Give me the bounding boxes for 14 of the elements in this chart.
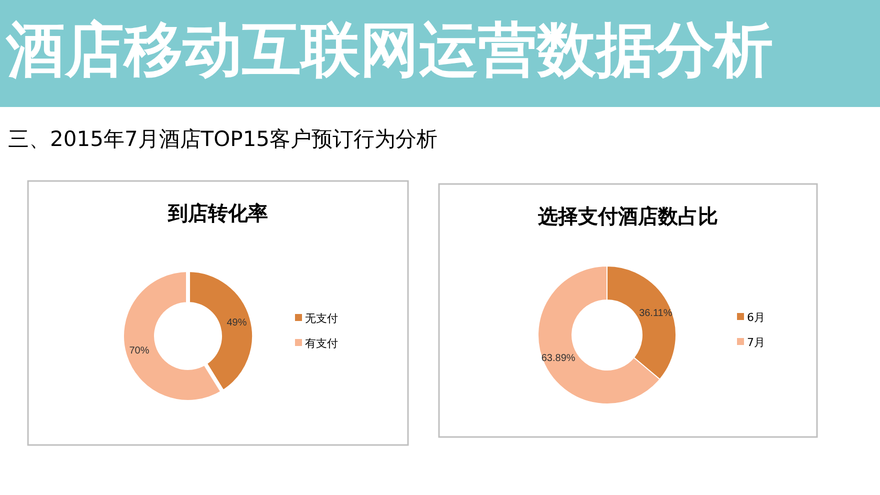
legend: 6月 7月 xyxy=(737,311,765,349)
data-label: 70% xyxy=(129,345,150,356)
legend-label: 无支付 xyxy=(305,312,338,325)
chart-title: 选择支付酒店数占比 xyxy=(537,204,718,228)
data-label: 36.11% xyxy=(639,308,672,319)
text: 三、2015年7月酒店TOP15客户预订行为分析 xyxy=(8,127,438,151)
legend-label: 有支付 xyxy=(305,337,338,350)
text: 酒店移动互联网运营数据分析 xyxy=(5,15,773,84)
chart-title: 到店转化率 xyxy=(167,201,268,225)
legend-label: 6月 xyxy=(747,311,765,324)
data-label: 63.89% xyxy=(541,353,576,364)
legend-label: 7月 xyxy=(747,336,765,349)
legend: 无支付 有支付 xyxy=(295,312,338,350)
data-label: 49% xyxy=(226,318,247,329)
